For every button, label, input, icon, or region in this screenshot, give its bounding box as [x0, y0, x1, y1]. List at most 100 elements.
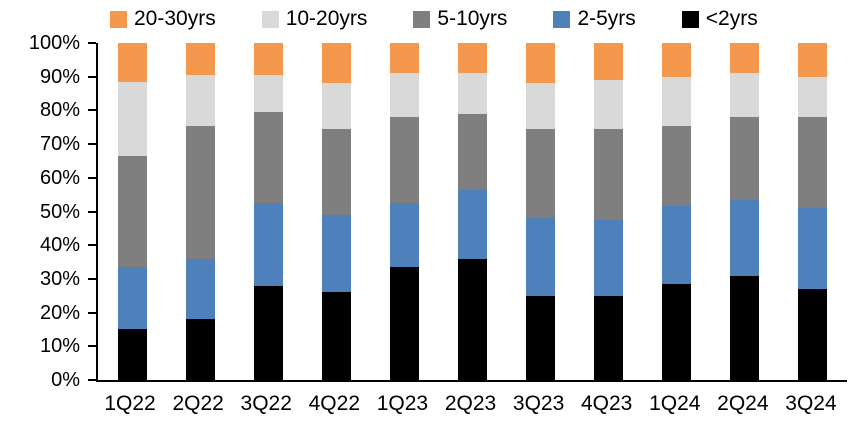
y-axis-tick-label: 10% [39, 335, 80, 358]
bar-segment-2-5yrs [594, 219, 624, 296]
legend-label: 2-5yrs [577, 7, 636, 30]
bar-segment-20-30yrs [117, 43, 147, 82]
y-axis-tick-mark [88, 75, 96, 78]
legend-label: 5-10yrs [437, 7, 508, 30]
y-axis-tick-label: 40% [39, 234, 80, 257]
y-axis-tick-label: 50% [39, 200, 80, 223]
bar-segment-5-10yrs [389, 117, 419, 204]
y-axis-tick-mark [88, 277, 96, 280]
y-axis-tick-mark [88, 244, 96, 247]
bar-segment-10-20yrs [253, 75, 283, 113]
bar-segment-20-30yrs [321, 43, 351, 84]
bar-segment-5-10yrs [526, 128, 556, 219]
legend-item-10-20yrs: 10-20yrs [261, 7, 367, 31]
x-axis-tick-label: 2Q22 [172, 392, 224, 415]
y-axis-tick-mark [88, 379, 96, 381]
stacked-bar-2q22 [185, 43, 215, 380]
bar-segment-2-5yrs [662, 206, 692, 284]
legend-swatch-icon [413, 10, 431, 28]
bar-segment-10-20yrs [117, 81, 147, 156]
bar-segment-5-10yrs [594, 128, 624, 220]
bar-segment-2-5yrs [389, 203, 419, 268]
bar-segment-10-20yrs [321, 83, 351, 129]
stacked-bar-3q23 [526, 43, 556, 380]
legend-swatch-icon [681, 10, 699, 28]
y-axis-tick-label: 60% [39, 166, 80, 189]
bar-segment-2yrs [185, 319, 215, 380]
stacked-bar-1q22 [117, 43, 147, 380]
bar-segment-2yrs [253, 285, 283, 380]
bar-segment-10-20yrs [730, 73, 760, 118]
bar-segment-5-10yrs [253, 112, 283, 204]
chart-legend: 20-30yrs 10-20yrs 5-10yrs 2-5yrs <2yrs [110, 7, 758, 31]
y-axis-tick-label: 30% [39, 267, 80, 290]
y-axis-tick-label: 100% [28, 32, 80, 54]
bar-segment-20-30yrs [253, 43, 283, 76]
bar-segment-20-30yrs [798, 43, 828, 77]
bar-segment-10-20yrs [389, 73, 419, 118]
stacked-bar-3q24 [798, 43, 828, 380]
stacked-bar-3q22 [253, 43, 283, 380]
bar-segment-10-20yrs [458, 73, 487, 114]
bar-segment-10-20yrs [526, 83, 556, 129]
bar-segment-20-30yrs [730, 43, 760, 74]
y-axis-tick-mark [88, 210, 96, 213]
bar-segment-2-5yrs [730, 199, 760, 276]
x-axis-tick-label: 2Q23 [444, 392, 497, 415]
legend-item-5-10yrs: 5-10yrs [413, 7, 507, 31]
bar-segment-20-30yrs [662, 43, 692, 77]
bar-segment-2-5yrs [526, 218, 556, 296]
bar-segment-5-10yrs [458, 113, 487, 190]
stacked-bar-4q23 [594, 43, 624, 380]
x-axis-tick-label: 2Q24 [717, 392, 769, 415]
bar-segment-20-30yrs [526, 43, 556, 84]
bar-segment-5-10yrs [730, 117, 760, 200]
bar-segment-10-20yrs [662, 76, 692, 126]
legend-item-2-5yrs: 2-5yrs [553, 7, 636, 31]
legend-label: 20-30yrs [134, 7, 216, 30]
y-axis-tick-mark [88, 109, 96, 112]
y-axis-tick-label: 20% [39, 301, 80, 324]
y-axis-tick-label: 70% [39, 133, 80, 156]
bar-segment-5-10yrs [798, 117, 828, 209]
legend-label: <2yrs [705, 7, 758, 30]
y-axis-tick-mark [88, 176, 96, 179]
y-axis-tick-mark [88, 311, 96, 314]
y-axis-tick-mark [88, 345, 96, 348]
bar-segment-5-10yrs [185, 125, 215, 259]
y-axis-tick-label: 80% [39, 99, 80, 122]
stacked-bar-4q22 [321, 43, 351, 380]
bar-segment-20-30yrs [594, 43, 624, 81]
bar-segment-2yrs [458, 258, 487, 380]
bar-segment-2yrs [730, 275, 760, 380]
bar-segment-10-20yrs [594, 80, 624, 129]
x-axis-tick-label: 3Q22 [240, 392, 292, 415]
bar-segment-20-30yrs [458, 43, 487, 74]
bar-segment-2yrs [117, 329, 147, 380]
bar-segment-5-10yrs [662, 125, 692, 207]
bar-segment-2yrs [321, 292, 351, 380]
legend-swatch-icon [553, 10, 571, 28]
bar-segment-20-30yrs [185, 43, 215, 76]
stacked-bar-2q24 [730, 43, 760, 380]
x-axis-tick-label: 3Q24 [785, 392, 837, 415]
y-axis-tick-label: 0% [51, 369, 80, 391]
bar-segment-2-5yrs [321, 214, 351, 293]
legend-item-2yrs: <2yrs [681, 7, 758, 31]
bar-segment-2-5yrs [798, 208, 828, 290]
bar-segment-2-5yrs [458, 189, 487, 259]
bar-segment-5-10yrs [321, 128, 351, 215]
y-axis-tick-mark [88, 42, 96, 44]
bar-segment-10-20yrs [798, 76, 828, 118]
stacked-bar-2q23 [458, 43, 487, 380]
bar-segment-2yrs [662, 283, 692, 380]
x-axis-tick-label: 1Q23 [376, 392, 429, 415]
x-axis-tick-label: 3Q23 [512, 392, 565, 415]
legend-swatch-icon [110, 10, 127, 28]
y-axis-tick-mark [88, 143, 96, 146]
y-axis-tick-label: 90% [39, 65, 80, 88]
x-axis-tick-label: 4Q23 [580, 392, 633, 415]
bar-segment-10-20yrs [185, 75, 215, 126]
bar-segment-2-5yrs [253, 203, 283, 286]
